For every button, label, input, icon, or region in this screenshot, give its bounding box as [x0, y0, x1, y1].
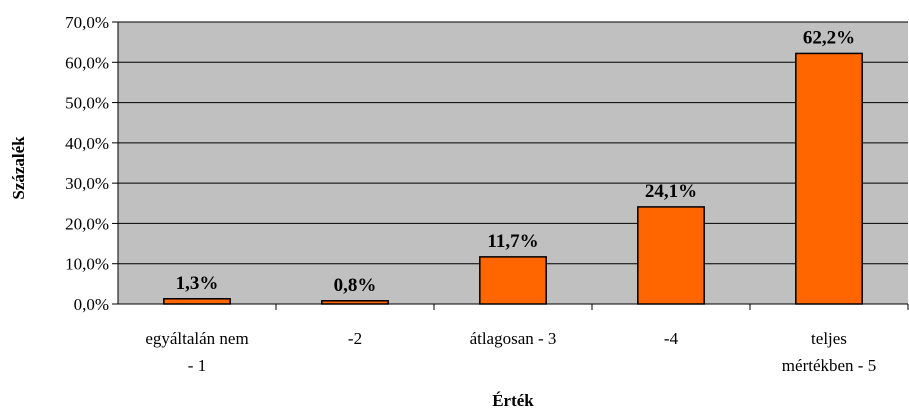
x-tick-label: -4	[664, 329, 679, 348]
data-label: 62,2%	[803, 27, 855, 48]
data-label: 11,7%	[487, 231, 538, 252]
data-label: 0,8%	[334, 275, 377, 296]
data-label: 24,1%	[645, 181, 697, 202]
bars	[163, 52, 863, 305]
x-tick-label: mértékben - 5	[782, 356, 876, 375]
x-tick-label: átlagosan - 3	[470, 329, 557, 348]
x-axis-title: Érték	[492, 391, 534, 410]
x-tick-label: -2	[348, 329, 362, 348]
axes	[112, 21, 909, 310]
bar	[637, 206, 705, 305]
bar	[163, 298, 231, 305]
bar	[479, 256, 547, 305]
bar	[795, 52, 863, 305]
y-tick-label: 0,0%	[74, 295, 109, 314]
y-axis-title: Százalék	[9, 136, 28, 200]
y-tick-labels: 0,0% 10,0% 20,0% 30,0% 40,0% 50,0% 60,0% 70,0%	[65, 13, 109, 314]
x-tick-label: teljes	[811, 329, 847, 348]
gridlines	[118, 21, 908, 265]
y-tick-label: 20,0%	[65, 214, 109, 233]
data-labels: 1,3% 0,8% 11,7% 24,1% 62,2%	[176, 27, 856, 295]
y-tick-label: 30,0%	[65, 174, 109, 193]
data-label: 1,3%	[176, 273, 219, 294]
x-tick-labels: egyáltalán nem - 1 -2 átlagosan - 3 -4 teljes…	[145, 329, 876, 375]
y-tick-label: 70,0%	[65, 13, 109, 32]
x-tick-label: - 1	[188, 356, 206, 375]
y-tick-label: 50,0%	[65, 94, 109, 113]
y-tick-label: 10,0%	[65, 255, 109, 274]
y-tick-label: 60,0%	[65, 53, 109, 72]
y-tick-label: 40,0%	[65, 134, 109, 153]
x-tick-label: egyáltalán nem	[145, 329, 248, 348]
